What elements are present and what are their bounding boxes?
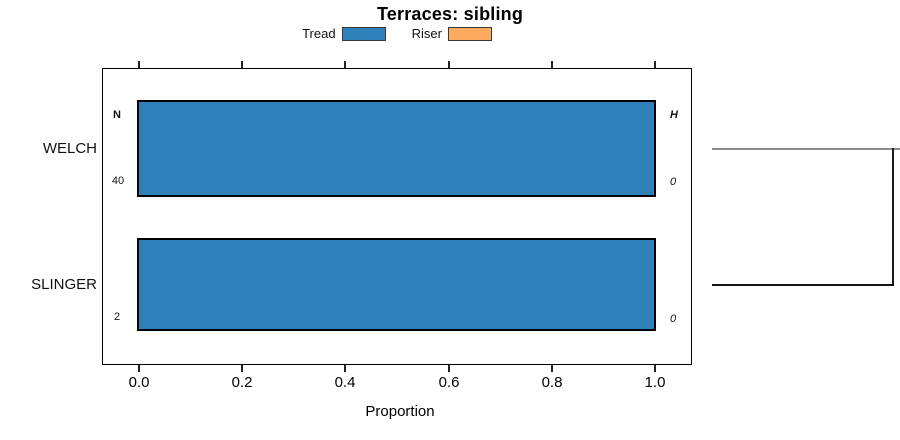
- x-axis-tick-bottom: [241, 365, 243, 372]
- x-axis-title: Proportion: [365, 403, 435, 420]
- bar-segment-tread-slinger: [137, 238, 656, 331]
- x-axis-tick-top: [344, 61, 346, 68]
- x-tick-label: 0.2: [231, 374, 253, 391]
- x-axis-tick-bottom: [138, 365, 140, 372]
- x-tick-label: 1.0: [644, 374, 666, 391]
- bar-segment-tread-welch: [137, 100, 656, 197]
- h-value-welch: 0: [669, 176, 677, 188]
- legend-swatch-riser: [447, 26, 492, 41]
- x-tick-label: 0.8: [541, 374, 563, 391]
- h-column-header: H: [670, 109, 678, 121]
- x-axis-tick-top: [654, 61, 656, 68]
- x-axis-tick-top: [138, 61, 140, 68]
- x-axis-tick-bottom: [551, 365, 553, 372]
- bar-row-slinger: [137, 238, 656, 331]
- legend: Tread Riser: [102, 25, 692, 42]
- row-label-slinger: SLINGER: [31, 276, 97, 293]
- n-value-welch: 40: [111, 175, 125, 187]
- legend-item-riser: Riser: [412, 26, 492, 41]
- x-axis-tick-bottom: [654, 365, 656, 372]
- bracket-line-slinger: [712, 284, 894, 286]
- x-tick-label: 0.6: [438, 374, 460, 391]
- legend-item-tread: Tread: [302, 26, 386, 41]
- x-tick-label: 0.0: [128, 374, 150, 391]
- h-value-slinger: 0: [669, 313, 677, 325]
- bracket-line-welch: [712, 148, 900, 150]
- legend-label-tread: Tread: [302, 26, 336, 41]
- chart-title: Terraces: sibling: [376, 4, 524, 24]
- row-label-welch: WELCH: [42, 140, 97, 157]
- x-axis-tick-bottom: [344, 365, 346, 372]
- bar-row-welch: [137, 100, 656, 197]
- x-axis-tick-top: [551, 61, 553, 68]
- legend-swatch-tread: [341, 26, 386, 41]
- x-axis-tick-top: [448, 61, 450, 68]
- x-axis-tick-top: [241, 61, 243, 68]
- x-axis-tick-bottom: [448, 365, 450, 372]
- n-value-slinger: 2: [113, 311, 121, 323]
- x-tick-label: 0.4: [334, 374, 356, 391]
- legend-label-riser: Riser: [411, 26, 442, 41]
- bracket-joint: [892, 148, 894, 286]
- n-column-header: N: [113, 109, 121, 121]
